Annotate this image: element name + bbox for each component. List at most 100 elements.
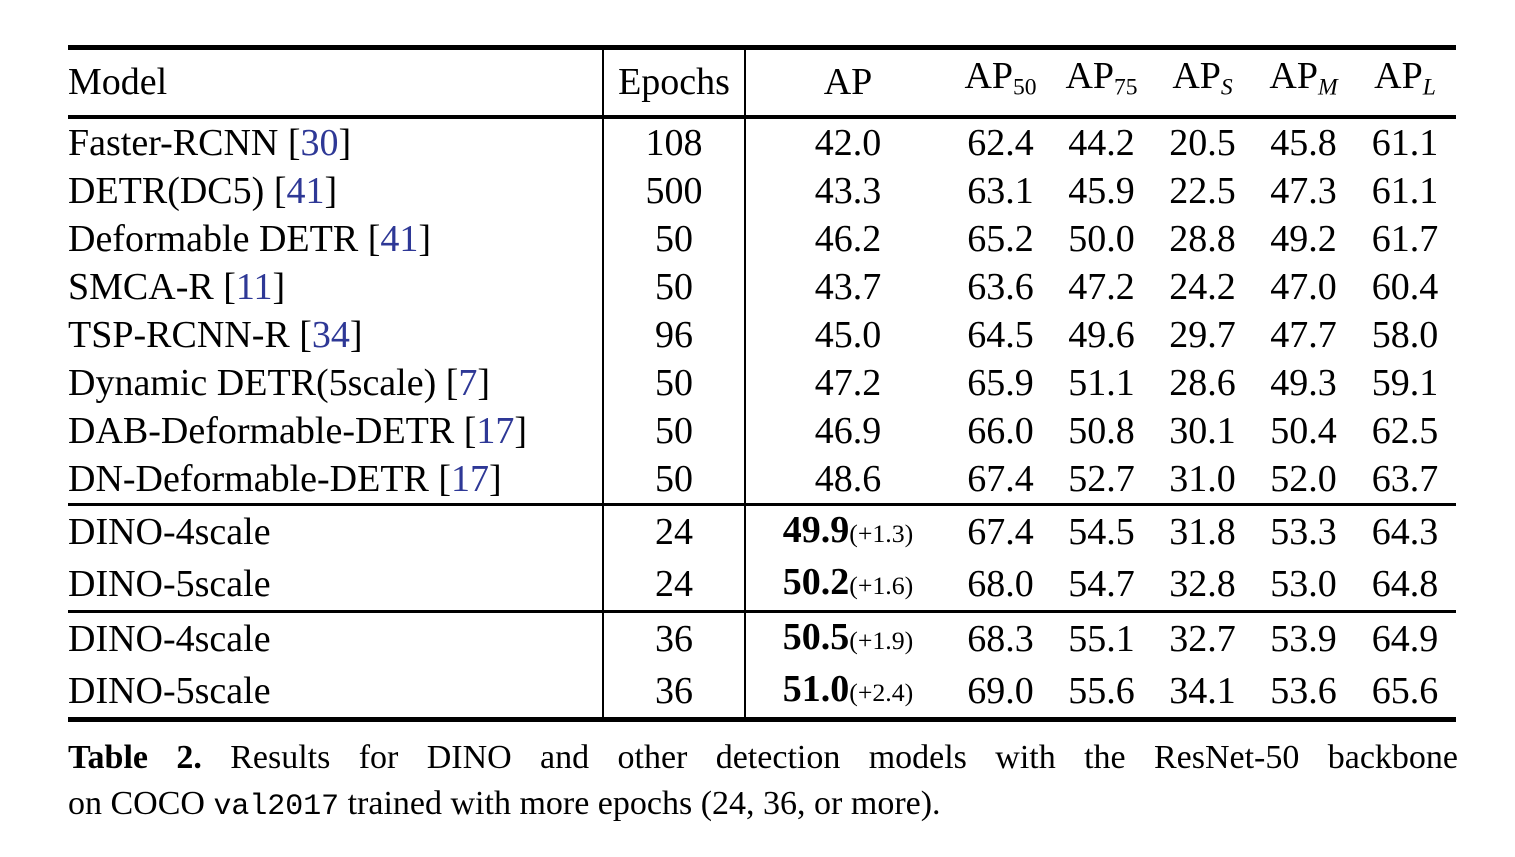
- ap-delta: (+1.6): [849, 570, 914, 600]
- citation-bracket: [: [463, 409, 477, 452]
- table-row: SMCA-R [11] 50 43.7 63.6 47.2 24.2 47.0 60.4: [68, 262, 1456, 311]
- column-header-ap50: AP50: [950, 47, 1051, 119]
- cell-model: DINO-5scale: [68, 664, 604, 720]
- cell-aps: 31.0: [1169, 457, 1236, 500]
- cell-apl: 65.6: [1371, 669, 1439, 712]
- cell-ap50: 65.2: [967, 217, 1034, 260]
- column-header-subscript: M: [1317, 74, 1338, 101]
- table-row: Deformable DETR [41] 50 46.2 65.2 50.0 28.8 49…: [68, 214, 1456, 263]
- cell-apm: 53.9: [1253, 609, 1354, 665]
- cell-ap75: 49.6: [1068, 313, 1135, 356]
- cell-ap: 50.2(+1.6): [745, 558, 950, 612]
- citation-link[interactable]: 17: [476, 409, 515, 452]
- cell-ap: 46.2: [745, 215, 950, 263]
- cell-epochs: 24: [603, 557, 746, 612]
- citation-link[interactable]: 11: [235, 265, 273, 308]
- cell-model: DINO-5scale: [68, 557, 604, 612]
- table-row: DINO-5scale 36 51.0(+2.4) 69.0 55.6 34.1 53.6 6…: [68, 664, 1456, 720]
- citation-bracket: ]: [489, 457, 502, 500]
- cell-ap: 50.5(+1.9): [745, 609, 950, 665]
- citation-bracket: ]: [324, 169, 338, 212]
- cell-ap: 45.0: [745, 311, 950, 359]
- column-header-subscript: 75: [1114, 74, 1138, 101]
- caption-text-post: trained with more epochs (24, 36, or mor…: [339, 785, 941, 822]
- citation-bracket: [: [299, 313, 312, 356]
- cell-apm: 52.0: [1270, 457, 1337, 500]
- cell-ap75: 50.8: [1068, 409, 1135, 452]
- cell-epochs: 50: [603, 406, 746, 455]
- cell-ap50: 65.9: [967, 361, 1034, 404]
- table-row: DINO-4scale 24 49.9(+1.3) 67.4 54.5 31.8 53.3 6…: [68, 502, 1456, 558]
- cell-ap75: 52.7: [1068, 457, 1135, 500]
- citation-bracket: [: [367, 217, 381, 260]
- cell-apm: 47.3: [1270, 169, 1337, 212]
- ap-value: 46.9: [814, 409, 882, 452]
- cell-ap50: 63.6: [967, 265, 1034, 308]
- cell-apl: 59.1: [1371, 361, 1439, 404]
- ap-value: 51.0: [782, 667, 850, 710]
- citation-bracket: ]: [514, 409, 528, 452]
- cell-aps: 20.5: [1169, 121, 1236, 164]
- citation-link[interactable]: 17: [451, 457, 490, 500]
- cell-ap: 51.0(+2.4): [745, 665, 950, 720]
- citation-link[interactable]: 30: [300, 121, 339, 164]
- caption-text: Results for DINO and other detection mod…: [230, 739, 1458, 776]
- cell-ap75: 47.2: [1068, 265, 1135, 308]
- cell-ap75: 51.1: [1068, 361, 1135, 404]
- cell-apl: 61.7: [1371, 217, 1439, 260]
- column-header-model: Model: [68, 47, 604, 119]
- cell-model: SMCA-R [11]: [68, 262, 604, 311]
- cell-ap: 48.6: [745, 455, 950, 505]
- cell-epochs: 50: [603, 214, 746, 263]
- caption-line-2: on COCO val2017 trained with more epochs…: [68, 781, 1458, 829]
- ap-value: 42.0: [814, 121, 882, 164]
- column-header-subscript: S: [1220, 74, 1233, 101]
- cell-ap50: 64.5: [967, 313, 1034, 356]
- cell-model: Deformable DETR [41]: [68, 214, 604, 263]
- cell-aps: 30.1: [1169, 409, 1236, 452]
- column-header-apl: APL: [1354, 47, 1456, 119]
- cell-aps: 28.8: [1169, 217, 1236, 260]
- cell-ap50: 67.4: [967, 457, 1034, 500]
- table-row: Dynamic DETR(5scale) [7] 50 47.2 65.9 51.1 28…: [68, 358, 1456, 407]
- cell-ap50: 63.1: [967, 169, 1034, 212]
- cell-ap: 47.2: [745, 359, 950, 407]
- cell-apl: 63.7: [1371, 457, 1439, 500]
- cell-aps: 31.8: [1152, 502, 1253, 558]
- cell-apm: 50.4: [1270, 409, 1337, 452]
- cell-ap75: 45.9: [1068, 169, 1135, 212]
- cell-epochs: 36: [603, 609, 746, 665]
- column-header-apm: APM: [1253, 47, 1354, 119]
- column-header-epochs: Epochs: [603, 47, 746, 119]
- ap-value: 50.2: [782, 560, 850, 603]
- citation-link[interactable]: 34: [311, 313, 350, 356]
- column-header-subscript: L: [1422, 74, 1436, 101]
- cell-apl: 61.1: [1371, 169, 1439, 212]
- citation-bracket: [: [287, 121, 301, 164]
- cell-apl: 64.8: [1371, 562, 1439, 605]
- cell-epochs: 108: [603, 116, 746, 167]
- cell-aps: 22.5: [1169, 169, 1236, 212]
- cell-apm: 53.6: [1270, 669, 1337, 712]
- ap-value: 43.3: [814, 169, 882, 212]
- citation-bracket: [: [438, 457, 452, 500]
- cell-aps: 29.7: [1169, 313, 1236, 356]
- cell-epochs: 96: [603, 310, 746, 359]
- citation-link[interactable]: 7: [458, 361, 478, 404]
- cell-model: TSP-RCNN-R [34]: [68, 310, 604, 359]
- citation-bracket: [: [273, 169, 287, 212]
- cell-ap50: 66.0: [967, 409, 1034, 452]
- cell-aps: 34.1: [1169, 669, 1236, 712]
- citation-link[interactable]: 41: [380, 217, 419, 260]
- cell-model: DETR(DC5) [41]: [68, 166, 604, 215]
- cell-apl: 58.0: [1371, 313, 1439, 356]
- citation-bracket: ]: [272, 265, 286, 308]
- cell-apl: 62.5: [1371, 409, 1439, 452]
- cell-model: Faster-RCNN [30]: [68, 116, 604, 167]
- citation-link[interactable]: 41: [286, 169, 325, 212]
- cell-epochs: 36: [603, 664, 746, 720]
- cell-apm: 49.2: [1270, 217, 1337, 260]
- cell-ap75: 50.0: [1068, 217, 1135, 260]
- cell-ap: 43.7: [745, 263, 950, 311]
